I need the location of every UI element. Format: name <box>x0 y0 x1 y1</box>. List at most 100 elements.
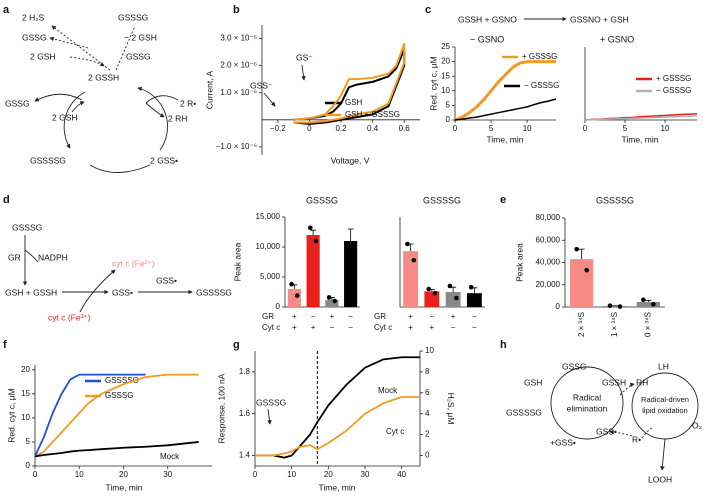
legend-label: Mock <box>160 452 180 461</box>
species: 2 GSSH <box>88 72 119 82</box>
panel-label: e <box>500 194 506 206</box>
panel-label: h <box>500 339 507 351</box>
series-line <box>454 60 556 122</box>
y-tick-label: 80,000 <box>536 213 561 222</box>
condition-sign: − <box>472 323 477 332</box>
bar <box>570 259 594 307</box>
y-tick-label: 0 <box>446 115 451 124</box>
series-line <box>584 115 698 121</box>
x-tick-label: 5 <box>489 124 494 133</box>
species: GSS• <box>596 426 617 436</box>
condition-sign: − <box>430 312 435 321</box>
x-axis-label: Time, min <box>319 482 356 492</box>
y-tick-label: 5,000 <box>260 272 281 281</box>
y2-tick-label: 10 <box>425 346 434 355</box>
legend-label: + GSSSG <box>656 74 691 83</box>
species: RH <box>636 377 648 387</box>
chart-title: + GSNO <box>600 34 634 44</box>
x-tick-label: 1 × ³⁴S <box>610 312 619 337</box>
species: R• <box>632 434 641 444</box>
chart-title: GSSSSG <box>423 195 461 205</box>
y2-axis-label: H₂S, μM <box>446 393 456 425</box>
species: 2 H₂S <box>22 12 45 22</box>
y-axis-label: Peak area <box>514 243 524 282</box>
species: cyt c (Fe³⁺) <box>48 312 91 322</box>
species: GSSG <box>562 361 587 371</box>
y-tick-label: 1.8 <box>239 367 251 376</box>
condition-sign: + <box>451 312 456 321</box>
arrow <box>71 101 85 113</box>
arrow <box>619 382 635 396</box>
y-tick-label: 25 <box>441 42 450 51</box>
condition-sign: − <box>472 312 477 321</box>
replicate-point <box>313 238 319 244</box>
arrow <box>51 25 111 71</box>
species: GSS• <box>156 275 177 285</box>
x-tick-label: 0.4 <box>367 124 379 133</box>
replicate-point <box>447 283 453 289</box>
cofactor: NADPH <box>38 252 68 262</box>
y-tick-label: 5 <box>446 101 451 110</box>
species: 2 GSH <box>30 51 56 61</box>
x-tick-label: 20 <box>119 470 128 479</box>
y-tick-label: 15 <box>441 71 450 80</box>
species: cyt c (Fe²⁺) <box>112 258 155 268</box>
species: LH <box>658 361 669 371</box>
diagram-d: GSSSG GR NADPH GSH + GSSH cyt c (Fe²⁺) c… <box>5 222 232 322</box>
species: GSSG <box>126 51 151 61</box>
replicate-point <box>432 290 438 296</box>
panel-label: b <box>233 4 240 16</box>
x-axis-label: Time, min <box>487 134 524 144</box>
replicate-point <box>426 286 431 292</box>
cycle-label: Radical <box>573 392 601 402</box>
x-tick-label: 0 × ³⁴S <box>643 312 652 337</box>
y-tick-label: 20 <box>21 365 30 374</box>
diagram-h: GSH GSSG GSSH GSSSSG Radical elimination… <box>506 361 702 484</box>
replicate-point <box>651 301 656 307</box>
arrow <box>145 95 179 104</box>
replicate-point <box>641 297 646 303</box>
series-line <box>293 48 406 125</box>
replicate-point <box>607 303 613 308</box>
cycle-arc <box>137 86 168 151</box>
x-tick-label: 0 <box>453 124 458 133</box>
cycle-label: elimination <box>567 403 608 413</box>
y-tick-label: 1.4 <box>239 451 251 460</box>
bar <box>403 251 419 307</box>
panel-label: d <box>3 194 10 206</box>
condition-sign: + <box>408 312 413 321</box>
condition-name: GR <box>262 312 274 321</box>
bar <box>603 306 627 307</box>
replicate-point <box>289 281 294 287</box>
species: 2 RH <box>168 113 187 123</box>
arrow <box>69 56 105 67</box>
chart-title: GSSSG <box>306 195 338 205</box>
x-tick-label: 40 <box>397 470 406 479</box>
diagram-a: 2 H₂S GSSSG GSSG − 2 GSH 2 GSH GSSG 2 GS… <box>5 12 196 173</box>
replicate-point <box>405 241 410 247</box>
bar <box>636 301 660 307</box>
condition-sign: + <box>430 323 435 332</box>
y-tick-label: 0 <box>556 302 561 311</box>
annotation: GS⁻ <box>296 52 313 62</box>
y-tick-label: 15,000 <box>256 212 281 221</box>
y-tick-label: 1.0 × 10⁻⁶ <box>220 88 257 97</box>
x-tick-label: −0.2 <box>270 124 286 133</box>
series-line <box>34 441 199 458</box>
condition-sign: − <box>348 312 353 321</box>
x-tick-label: 2 × ³⁴S <box>577 312 586 337</box>
species: 2 GSH <box>52 112 78 122</box>
condition-sign: − <box>451 323 456 332</box>
series-line <box>293 42 406 124</box>
annotation-arrow <box>267 408 272 425</box>
x-tick-label: 0 <box>307 124 312 133</box>
species: O₂ <box>692 420 702 430</box>
y2-tick-label: 0 <box>425 451 430 460</box>
x-axis-label: Time, min <box>622 134 659 144</box>
panel-label: f <box>3 339 7 351</box>
enzyme: GR <box>8 252 21 262</box>
series-line <box>255 396 420 457</box>
condition-sign: + <box>292 312 297 321</box>
x-tick-label: 30 <box>361 470 370 479</box>
